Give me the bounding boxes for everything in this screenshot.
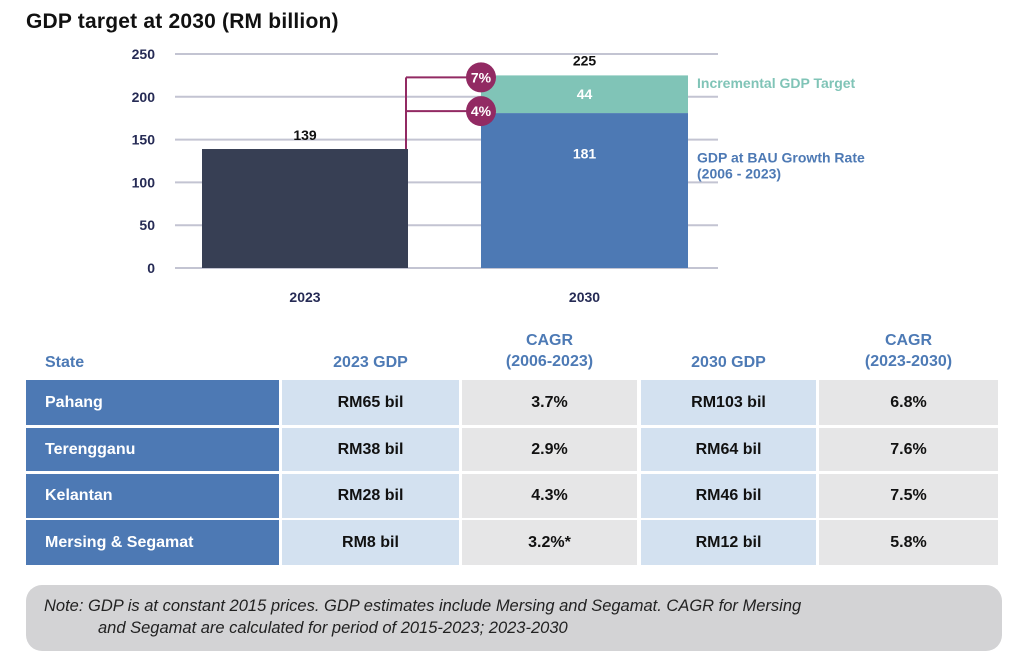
- header-gdp-2030: 2030 GDP: [691, 354, 766, 371]
- bar-2030-incremental: [481, 75, 688, 114]
- x-tick-label-2023: 2023: [289, 289, 320, 305]
- table-cell-cagr2: 6.8%: [819, 380, 998, 425]
- y-tick-label: 150: [132, 132, 156, 148]
- header-cagr-label: CAGR: [525, 332, 574, 349]
- table-cell-gdp2030: RM12 bil: [641, 520, 816, 565]
- table-cell-gdp2023: RM38 bil: [282, 428, 459, 471]
- table-cell-state: Pahang: [26, 380, 279, 425]
- table-cell-gdp2030: RM46 bil: [641, 474, 816, 518]
- header-cagr-period: (2023-2030): [864, 353, 953, 370]
- header-cagr-period: (2006-2023): [505, 353, 594, 370]
- footnote-line-2: and Segamat are calculated for period of…: [98, 619, 568, 637]
- table-cell-gdp2023: RM28 bil: [282, 474, 459, 518]
- table-cell-cagr1: 2.9%: [462, 428, 637, 471]
- y-tick-label: 100: [132, 174, 156, 190]
- bar-2023: [202, 149, 408, 268]
- annotation-7pct-badge: [466, 62, 496, 93]
- annotation-4pct-label: 4%: [471, 103, 492, 119]
- bar-2030-bau-value-label: 181: [573, 146, 597, 162]
- table-cell-gdp2030: RM64 bil: [641, 428, 816, 471]
- bar-2030-incremental-value-label: 44: [577, 86, 593, 102]
- chart-title: GDP target at 2030 (RM billion): [26, 10, 339, 33]
- table-cell-cagr2: 7.6%: [819, 428, 998, 471]
- header-cagr-label: CAGR: [884, 332, 933, 349]
- header-cagr-2006-2023: CAGR (2006-2023): [462, 330, 637, 372]
- table-cell-state: Kelantan: [26, 474, 279, 518]
- table-cell-gdp2030: RM103 bil: [641, 380, 816, 425]
- y-tick-label: 200: [132, 89, 156, 105]
- table-cell-gdp2023: RM65 bil: [282, 380, 459, 425]
- y-tick-label: 50: [139, 217, 155, 233]
- legend-bau-line-2: (2006 - 2023): [697, 166, 781, 182]
- x-tick-label-2030: 2030: [569, 289, 600, 305]
- bar-2030-bau: [481, 113, 688, 269]
- table-cell-cagr1: 3.7%: [462, 380, 637, 425]
- bar-2023-value-label: 139: [293, 127, 317, 143]
- table-cell-gdp2023: RM8 bil: [282, 520, 459, 565]
- footnote-line-1: Note: GDP is at constant 2015 prices. GD…: [44, 597, 802, 615]
- y-tick-label: 250: [132, 46, 156, 62]
- annotation-7pct-label: 7%: [471, 69, 492, 85]
- bar-2030-total-value-label: 225: [573, 52, 597, 68]
- legend-bau-line-1: GDP at BAU Growth Rate: [697, 150, 865, 166]
- table-cell-state: Terengganu: [26, 428, 279, 471]
- annotation-4pct-badge: [466, 96, 496, 127]
- table-cell-cagr1: 3.2%*: [462, 520, 637, 565]
- legend-incremental-gdp: Incremental GDP Target: [697, 75, 856, 91]
- footnote: Note: GDP is at constant 2015 prices. GD…: [26, 585, 1002, 651]
- gdp-bar-chart: 0 50 100 150 200 250 7% 4% 139 2023 181 44 225 2030…: [132, 46, 865, 305]
- header-gdp-2023: 2023 GDP: [333, 354, 408, 371]
- table-cell-cagr1: 4.3%: [462, 474, 637, 518]
- table-cell-state: Mersing & Segamat: [26, 520, 279, 565]
- header-cagr-2023-2030: CAGR (2023-2030): [819, 330, 998, 372]
- table-cell-cagr2: 7.5%: [819, 474, 998, 518]
- header-state: State: [45, 354, 85, 371]
- y-tick-label: 0: [147, 260, 155, 276]
- table-cell-cagr2: 5.8%: [819, 520, 998, 565]
